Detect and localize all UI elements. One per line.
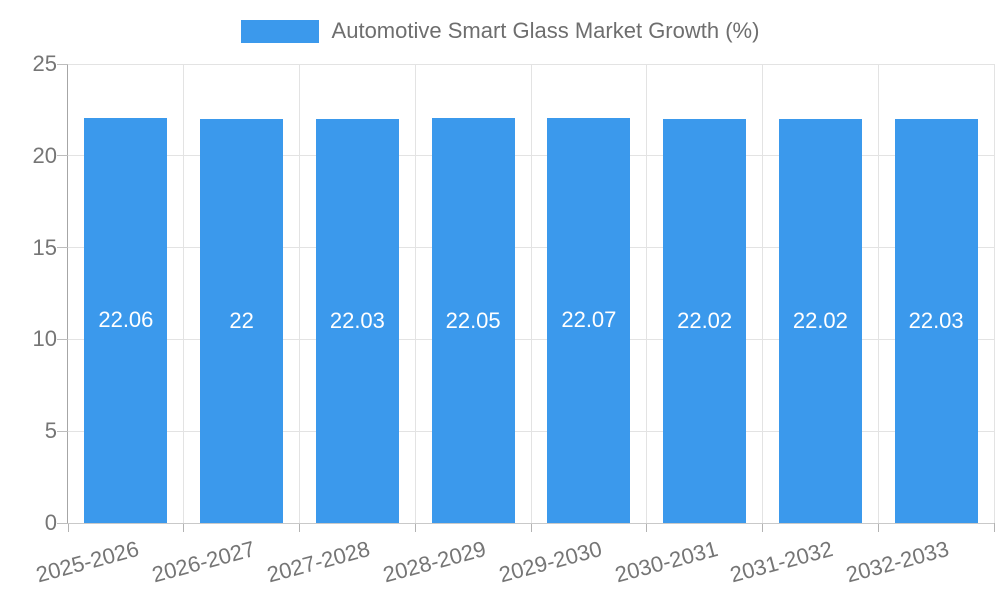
v-gridline	[530, 64, 532, 523]
y-tick-label: 0	[44, 510, 57, 535]
x-tick-mark	[993, 523, 995, 532]
x-tick-mark	[67, 523, 69, 532]
y-tick-mark	[57, 247, 68, 249]
v-gridline	[877, 64, 879, 523]
bar[interactable]	[315, 118, 399, 523]
legend-swatch	[240, 19, 319, 43]
x-tick-mark	[183, 523, 185, 532]
y-tick-mark	[57, 522, 68, 524]
y-tick-label: 15	[32, 234, 57, 260]
y-tick-mark	[57, 155, 68, 157]
y-axis-line	[67, 64, 68, 523]
x-tick-mark	[530, 523, 532, 532]
x-tick-mark	[646, 523, 648, 532]
plot-area: 22.06 22 22.03 22.05 22.07 22.02 22.02 22.03	[57, 63, 995, 532]
x-tick-label: 2028-2029	[380, 536, 489, 588]
v-gridline	[299, 64, 300, 523]
legend-label: Automotive Smart Glass Market Growth (%)	[331, 18, 760, 43]
bar[interactable]	[894, 118, 978, 523]
v-gridline	[183, 64, 185, 523]
y-tick-label: 10	[32, 326, 57, 352]
bar[interactable]	[200, 119, 284, 523]
y-tick-mark	[57, 430, 68, 432]
y-tick-mark	[57, 63, 68, 65]
x-tick-label: 2027-2028	[264, 536, 373, 588]
x-tick-label: 2026-2027	[148, 536, 258, 588]
x-axis-line	[68, 523, 994, 524]
bar[interactable]	[663, 118, 747, 523]
x-tick-label: 2030-2031	[611, 536, 721, 588]
v-gridline	[762, 64, 763, 523]
y-tick-mark	[57, 338, 68, 340]
x-tick-mark	[762, 523, 763, 532]
x-tick-label: 2031-2032	[727, 536, 836, 588]
chart-legend[interactable]: Automotive Smart Glass Market Growth (%)	[0, 18, 1000, 44]
x-tick-mark	[877, 523, 879, 532]
v-gridline	[993, 64, 995, 523]
v-gridline	[646, 64, 648, 523]
x-tick-mark	[299, 523, 300, 532]
x-tick-label: 2025-2026	[33, 536, 142, 588]
bar[interactable]	[431, 118, 515, 523]
x-tick-label: 2029-2030	[496, 536, 605, 588]
bar[interactable]	[547, 117, 631, 523]
x-tick-mark	[414, 523, 416, 532]
bar[interactable]	[84, 117, 168, 523]
y-tick-label: 25	[32, 51, 57, 76]
y-axis-labels: 0 5 10 15 20 25	[0, 51, 57, 535]
y-tick-label: 5	[44, 418, 57, 444]
x-tick-label: 2032-2033	[843, 536, 952, 588]
v-gridline	[414, 64, 416, 523]
y-tick-label: 20	[32, 142, 57, 168]
bar[interactable]	[778, 118, 862, 523]
